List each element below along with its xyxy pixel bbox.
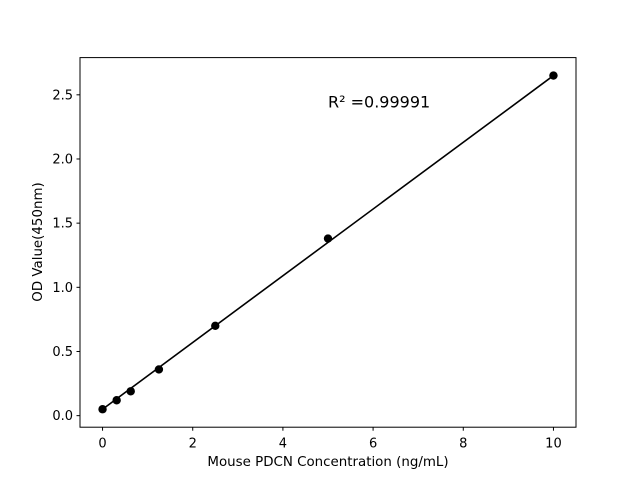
y-tick-label: 1.5 [52, 217, 73, 232]
x-tick-label: 10 [545, 437, 562, 452]
x-tick-label: 4 [279, 437, 287, 452]
x-axis-label: Mouse PDCN Concentration (ng/mL) [207, 455, 448, 470]
data-point [154, 365, 164, 374]
r-squared-annotation: R² =0.99991 [328, 93, 430, 112]
y-tick-label: 2.0 [52, 152, 73, 167]
y-tick-label: 1.0 [52, 281, 73, 296]
data-point [211, 321, 220, 331]
x-tick-label: 0 [98, 437, 106, 452]
data-point [112, 396, 121, 405]
data-point [126, 387, 135, 396]
x-tick-label: 2 [189, 437, 197, 452]
data-point [549, 71, 558, 80]
y-tick-label: 0.0 [52, 409, 73, 424]
data-point [98, 405, 107, 414]
data-point [323, 234, 333, 243]
y-axis-label: OD Value(450nm) [31, 182, 46, 301]
x-tick-label: 8 [459, 437, 467, 452]
x-tick-label: 6 [369, 437, 377, 452]
y-tick-label: 2.5 [52, 88, 73, 103]
y-tick-label: 0.5 [52, 345, 73, 360]
plot-generated-layer: 0 2 4 6 8 10 0.0 0.5 1.0 1.5 2.0 2.5 [52, 57, 577, 452]
